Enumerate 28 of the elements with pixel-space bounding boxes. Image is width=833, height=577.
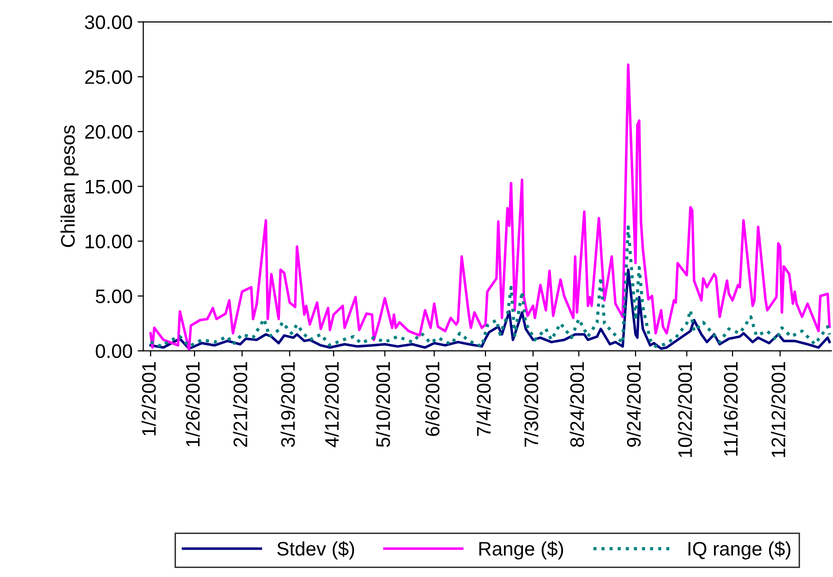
x-tick-label: 8/24/2001 [570,362,584,447]
line-series [149,63,831,351]
y-tick-label: 0.00 [96,344,132,358]
x-tick-label: 1/2/2001 [142,362,156,436]
y-tick-label: 5.00 [96,289,132,304]
x-tick-label: 6/6/2001 [425,362,440,436]
y-tick-label: 30.00 [84,15,132,30]
x-tick-label: 7/30/2001 [524,362,538,447]
y-tick-label: 15.00 [86,180,132,194]
line-series [149,225,832,348]
legend-label: Stdev ($) [277,541,354,560]
x-tick-label: 12/12/2001 [771,362,786,458]
x-tick-label: 9/24/2001 [626,362,641,447]
y-axis-title: Chilean pesos [60,125,79,247]
x-tick-label: 11/16/2001 [723,362,738,456]
legend-label: Range ($) [479,541,564,560]
x-tick-label: 1/26/2001 [185,362,200,446]
y-tick-label: 10.00 [86,234,132,248]
y-tick-label: 25.00 [85,70,132,84]
x-tick-label: 10/22/2001 [678,362,692,458]
x-tick-label: 7/4/2001 [476,362,491,436]
x-tick-label: 5/10/2001 [376,362,390,447]
x-tick-label: 2/21/2001 [233,362,248,447]
x-tick-label: 4/12/2001 [324,362,339,448]
line-series [149,268,831,350]
legend-label: IQ range ($) [688,541,790,560]
y-tick-label: 20.00 [85,125,132,139]
x-tick-label: 3/19/2001 [280,362,295,447]
